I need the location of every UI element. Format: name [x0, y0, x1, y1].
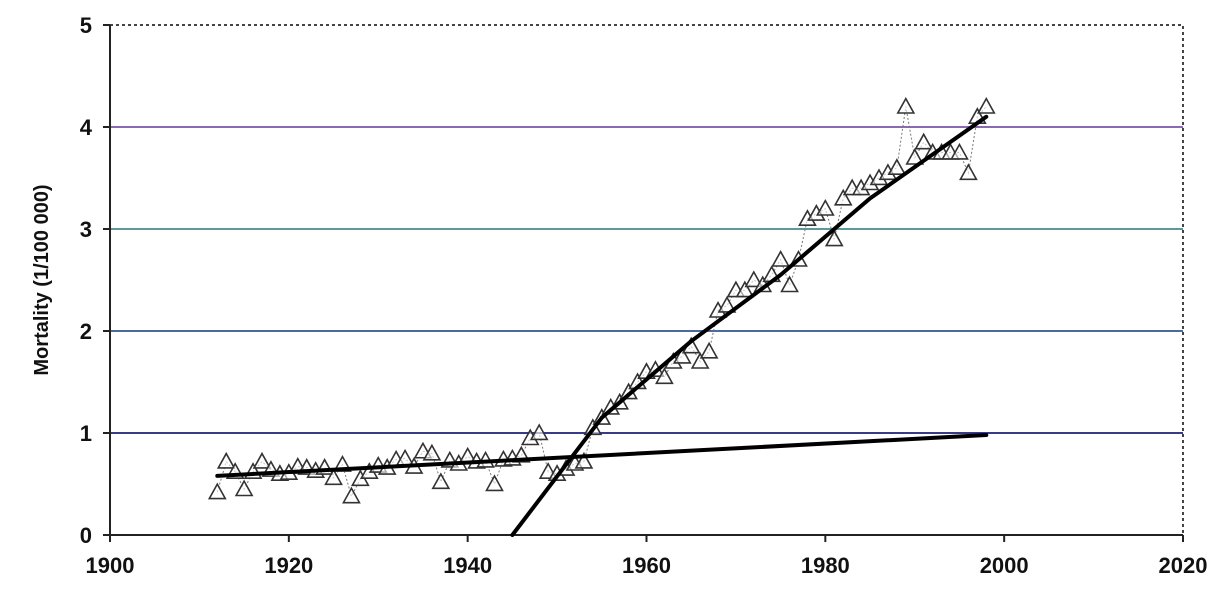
- data-point: [887, 158, 907, 175]
- data-point: [431, 472, 451, 490]
- data-point: [252, 451, 272, 469]
- y-tick-label: 1: [80, 421, 92, 446]
- data-point: [717, 295, 737, 313]
- x-tick-label: 1980: [801, 553, 850, 578]
- trend-line-baseline: [215, 433, 989, 478]
- data-point: [655, 367, 674, 385]
- x-tick-label: 1920: [264, 553, 313, 578]
- data-point: [672, 346, 692, 364]
- data-point: [207, 482, 227, 500]
- data-point: [896, 96, 916, 114]
- x-tick-label: 1940: [443, 553, 492, 578]
- x-tick-label: 1900: [86, 553, 135, 578]
- y-tick-label: 2: [80, 319, 92, 344]
- data-point: [216, 451, 236, 469]
- data-point: [976, 96, 996, 114]
- data-point: [771, 249, 790, 267]
- data-point: [815, 198, 835, 216]
- y-tick-label: 4: [80, 115, 93, 140]
- y-axis-title: Mortality (1/100 000): [31, 184, 53, 375]
- data-point: [950, 142, 969, 160]
- data-point: [914, 132, 934, 150]
- trend-lines: [215, 114, 989, 537]
- trend-line-rising: [510, 114, 989, 537]
- data-point: [574, 451, 594, 469]
- data-point: [744, 270, 764, 288]
- x-tick-label: 2020: [1159, 553, 1208, 578]
- data-point: [342, 486, 361, 504]
- data-point: [324, 468, 343, 486]
- axes: 1900 1920 1940 1960 1980 2000 2020 0 1 2 3 4 5: [80, 13, 1208, 578]
- y-tick-label: 5: [80, 13, 92, 38]
- data-point: [780, 275, 799, 293]
- data-point: [422, 443, 442, 461]
- data-point: [959, 163, 978, 181]
- x-tick-label: 1960: [622, 553, 671, 578]
- data-point: [735, 280, 755, 298]
- data-point: [529, 423, 549, 441]
- plot-area-frame: [109, 24, 1184, 536]
- data-point: [905, 147, 925, 165]
- y-tick-label: 0: [80, 523, 92, 548]
- data-point: [234, 479, 254, 497]
- x-tick-label: 2000: [980, 553, 1029, 578]
- gridlines: [110, 126, 1183, 434]
- data-point: [824, 229, 844, 247]
- observed-connector: [216, 106, 987, 498]
- data-point: [699, 341, 719, 359]
- data-point: [690, 351, 710, 369]
- data-point: [833, 188, 853, 206]
- y-tick-label: 3: [80, 217, 92, 242]
- data-point: [485, 474, 504, 492]
